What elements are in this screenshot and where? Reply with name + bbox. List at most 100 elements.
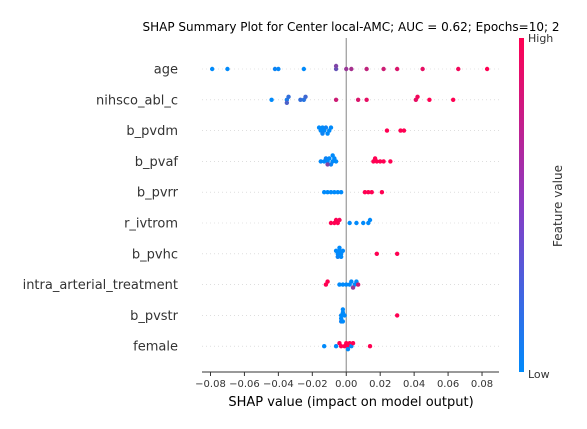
shap-point <box>361 220 366 226</box>
shap-points <box>209 63 490 352</box>
shap-point <box>372 156 378 161</box>
feature-label: r_ivtrom <box>124 217 178 232</box>
x-axis-label: SHAP value (impact on model output) <box>228 395 473 410</box>
shap-point <box>378 159 383 164</box>
shap-point <box>342 313 347 318</box>
shap-point <box>340 319 346 324</box>
shap-point <box>344 282 349 287</box>
shap-point <box>484 66 490 72</box>
shap-point <box>335 190 340 195</box>
chart-title: SHAP Summary Plot for Center local-AMC; … <box>143 20 560 34</box>
shap-point <box>450 97 456 103</box>
shap-point <box>338 190 344 195</box>
shap-point <box>427 97 432 103</box>
shap-point <box>398 128 403 133</box>
shap-point <box>330 153 335 158</box>
shap-point <box>328 125 334 130</box>
shap-point <box>374 251 380 256</box>
x-tick-label: 0.02 <box>369 379 391 390</box>
shap-point <box>323 125 329 130</box>
shap-point <box>335 254 340 259</box>
shap-point <box>349 66 354 72</box>
x-tick-label: 0.04 <box>403 379 425 390</box>
shap-point <box>354 220 359 226</box>
shap-point <box>347 220 352 226</box>
shap-point <box>367 217 373 223</box>
shap-point <box>327 156 332 161</box>
feature-labels: age nihsco_abl_c b_pvdm b_pvaf b_pvrr r_ivtro… <box>23 63 179 355</box>
shap-point <box>338 254 344 259</box>
feature-label: nihsco_abl_c <box>96 93 178 108</box>
shap-point <box>420 66 425 72</box>
feature-label: b_pvstr <box>130 309 179 324</box>
x-tick-label: 0.08 <box>471 379 493 390</box>
shap-point <box>350 341 356 346</box>
shap-point <box>388 159 393 164</box>
x-tick-label: −0.06 <box>229 379 260 390</box>
shap-point <box>286 94 291 100</box>
shap-point <box>340 248 346 253</box>
x-axis-ticks: −0.08 −0.06 −0.04 −0.02 0.00 0.02 0.04 0.06 0.08 <box>195 372 493 390</box>
shap-point <box>276 66 281 72</box>
feature-label: age <box>154 63 178 78</box>
x-tick-label: −0.04 <box>263 379 294 390</box>
shap-point <box>369 190 374 195</box>
shap-point <box>381 159 386 164</box>
colorbar-high-label: High <box>528 32 553 45</box>
shap-point <box>272 66 278 72</box>
shap-point <box>401 128 407 133</box>
shap-point <box>284 100 290 106</box>
shap-point <box>349 279 354 284</box>
shap-point <box>209 66 215 72</box>
shap-point <box>316 125 322 130</box>
shap-point <box>340 307 346 312</box>
shap-point <box>344 66 349 72</box>
shap-point <box>415 94 420 100</box>
x-tick-label: 0.00 <box>335 379 357 390</box>
shap-point <box>328 220 334 226</box>
shap-point <box>355 97 361 103</box>
feature-label: b_pvrr <box>137 186 179 201</box>
shap-point <box>337 245 342 250</box>
shap-point <box>333 97 339 103</box>
feature-label: female <box>133 340 178 355</box>
shap-point <box>332 190 337 195</box>
shap-point <box>333 248 339 253</box>
shap-point <box>333 217 339 223</box>
shap-point <box>328 190 334 195</box>
shap-point <box>350 285 356 290</box>
colorbar-low-label: Low <box>528 368 550 381</box>
shap-point <box>366 190 371 195</box>
x-tick-label: −0.08 <box>195 379 226 390</box>
feature-label: intra_arterial_treatment <box>23 278 178 293</box>
shap-point <box>321 190 327 195</box>
shap-point <box>345 347 351 352</box>
shap-point <box>394 251 400 256</box>
feature-label: b_pvdm <box>126 124 178 139</box>
shap-point <box>298 97 303 103</box>
shap-point <box>394 313 400 318</box>
shap-point <box>301 66 307 72</box>
shap-point <box>340 282 346 287</box>
shap-point <box>318 159 323 164</box>
shap-point <box>456 66 461 72</box>
shap-point <box>379 190 385 195</box>
shap-point <box>337 341 342 346</box>
shap-point <box>328 162 334 167</box>
feature-label: b_pvaf <box>135 155 179 170</box>
shap-point <box>321 344 327 349</box>
shap-point <box>355 282 361 287</box>
shap-point <box>362 190 368 195</box>
shap-point <box>384 128 390 133</box>
shap-point <box>333 344 339 349</box>
shap-point <box>367 344 373 349</box>
x-tick-label: −0.02 <box>297 379 328 390</box>
shap-point <box>337 282 342 287</box>
feature-label: b_pvhc <box>132 247 178 262</box>
shap-point <box>325 190 330 195</box>
feature-guides <box>202 68 499 347</box>
shap-point <box>269 97 274 103</box>
shap-point <box>364 66 369 72</box>
shap-point <box>303 94 308 100</box>
